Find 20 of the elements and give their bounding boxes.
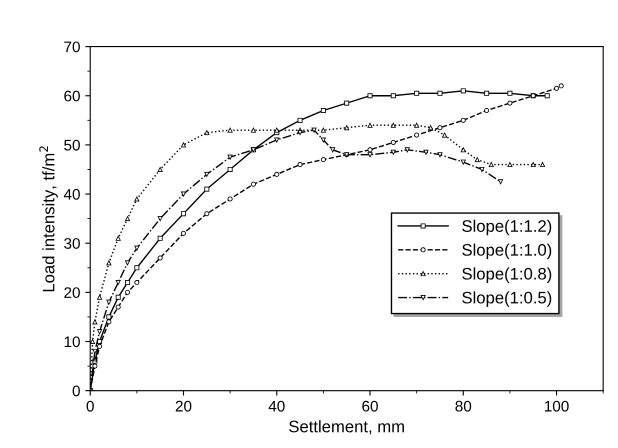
y-tick-label: 40 — [64, 188, 80, 200]
x-tick-label: 0 — [86, 400, 94, 412]
legend-label: Slope(1:0.5) — [462, 291, 552, 307]
x-tick-label: 80 — [455, 400, 472, 412]
legend-label: Slope(1:1.2) — [462, 220, 552, 236]
y-tick-label: 30 — [64, 238, 80, 249]
x-tick-label: 40 — [268, 400, 285, 412]
x-tick-label: 20 — [176, 400, 192, 412]
x-tick-label: 100 — [544, 400, 569, 412]
y-axis-title: Load intensity, tf/m$^{2}$ — [39, 146, 58, 292]
y-tick-label: 70 — [64, 41, 80, 52]
legend-label: Slope(1:1.0) — [462, 244, 552, 260]
y-tick-label: 50 — [64, 140, 80, 151]
y-tick-label: 60 — [64, 90, 80, 102]
x-axis-title: Settlement, mm — [289, 420, 404, 434]
y-tick-label: 0 — [72, 386, 80, 396]
legend-label: Slope(1:0.8) — [462, 267, 552, 283]
y-tick-label: 20 — [64, 287, 80, 298]
y-tick-label: 10 — [64, 336, 80, 348]
x-tick-label: 60 — [362, 400, 378, 412]
